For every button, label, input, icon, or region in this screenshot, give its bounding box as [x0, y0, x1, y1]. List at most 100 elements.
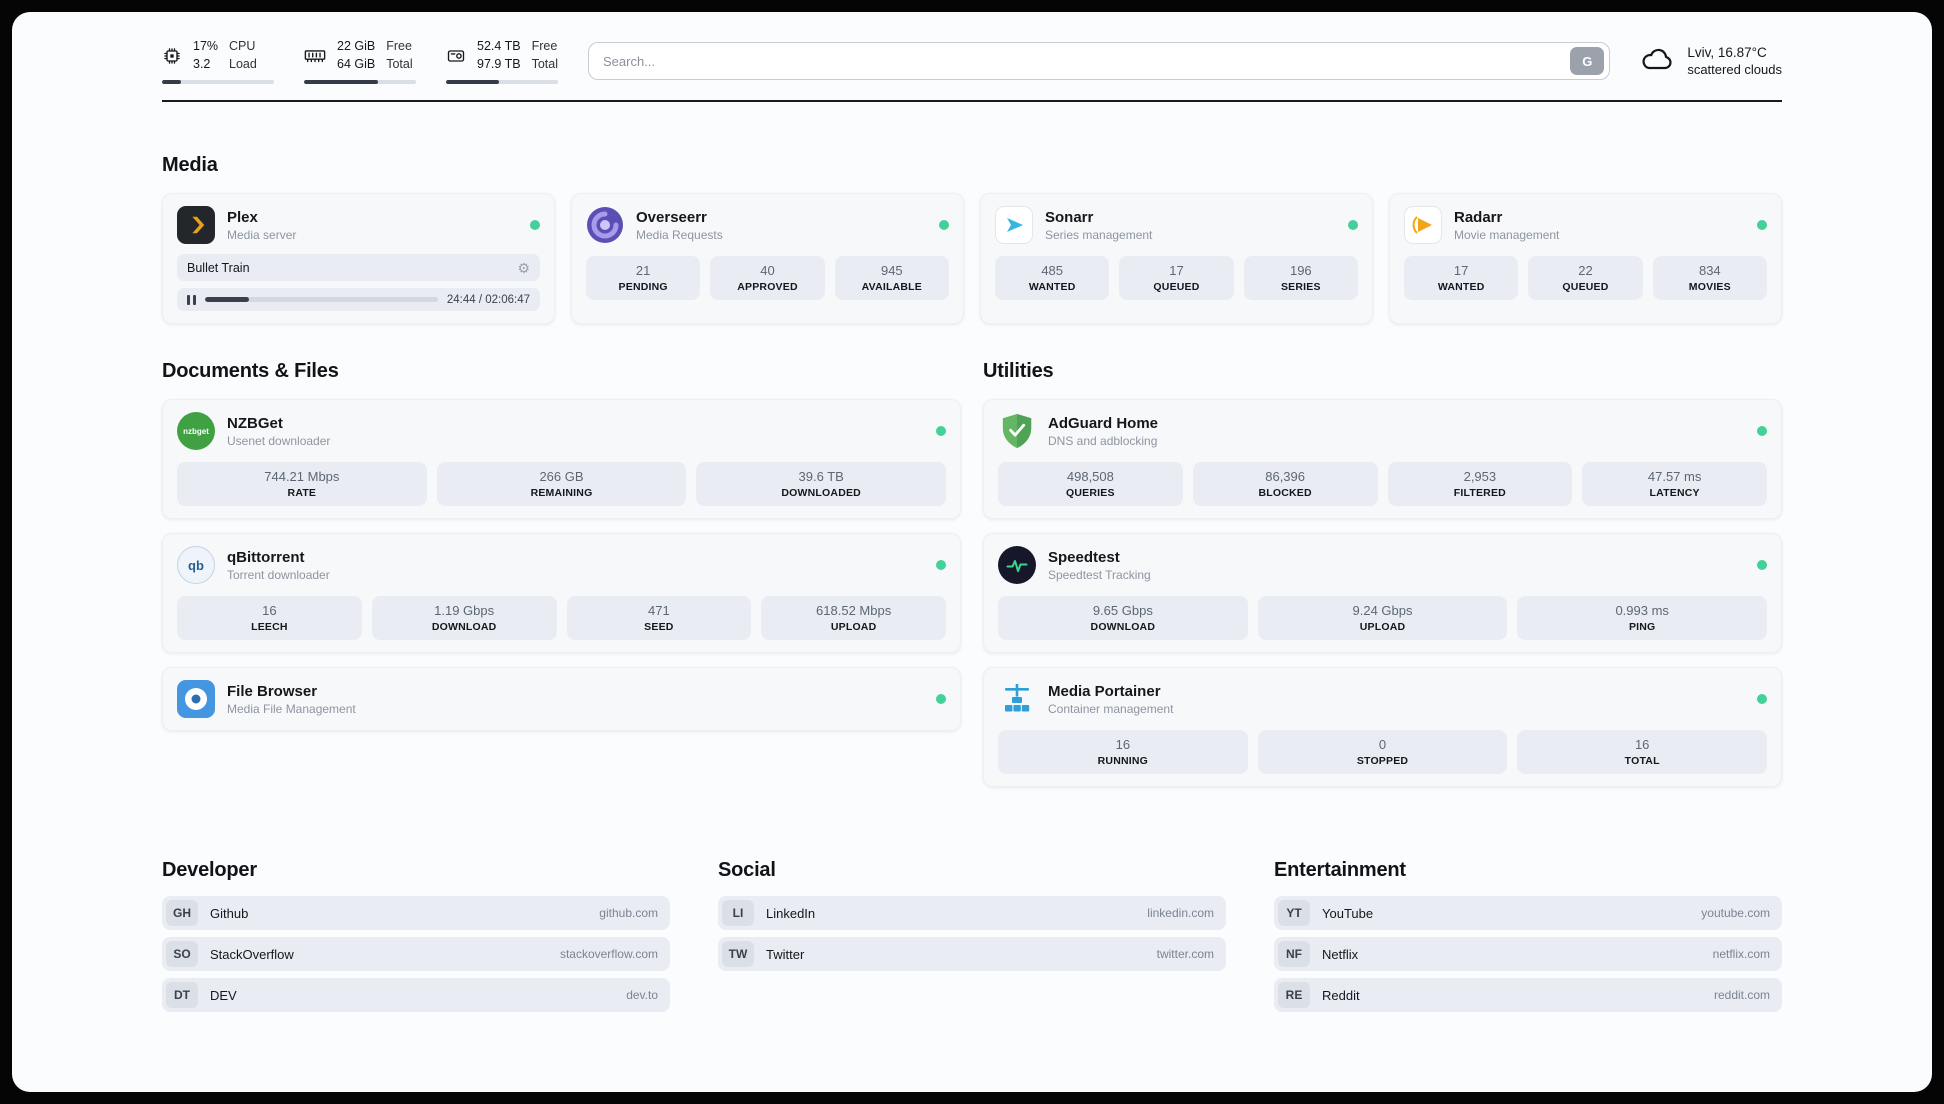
bookmark-url: stackoverflow.com [559, 947, 658, 961]
section-title-utilities: Utilities [983, 360, 1054, 382]
cpu-icon [162, 46, 182, 66]
stat-label: MOVIES [1688, 281, 1731, 293]
stat-label: PENDING [618, 281, 668, 293]
stat-value: 9.24 Gbps [1352, 603, 1413, 618]
cpu-load-value: 3.2 [193, 56, 211, 71]
stat-value: 0 [1378, 737, 1387, 752]
speedtest-icon[interactable] [998, 546, 1036, 584]
app-name: Plex [227, 208, 258, 226]
now-playing-row: Bullet Train ⚙ [177, 254, 540, 281]
bookmark-abbr: RE [1278, 982, 1310, 1008]
stat-value: 945 [880, 263, 903, 278]
bookmark-name: StackOverflow [210, 946, 294, 962]
system-monitors: 17% 3.2 CPU Load [162, 38, 558, 84]
bookmark-abbr: TW [722, 941, 754, 967]
bookmark-item[interactable]: GH Github github.com [162, 896, 670, 930]
app-card-qbittorrent: qb qBittorrent Torrent downloader 16 LEE… [162, 533, 961, 653]
storage-free-label: Free [531, 39, 558, 53]
playback-progress-bar[interactable] [204, 297, 438, 302]
radarr-icon[interactable] [1404, 206, 1442, 244]
portainer-icon[interactable] [998, 680, 1036, 718]
status-dot [936, 560, 946, 570]
qbittorrent-icon[interactable]: qb [177, 546, 215, 584]
stat-value: 17 [1169, 263, 1184, 278]
bookmark-url: github.com [599, 906, 658, 920]
stat-value: 47.57 ms [1647, 469, 1702, 484]
stat-box: 16 TOTAL [1517, 730, 1768, 774]
bookmark-item[interactable]: LI LinkedIn linkedin.com [718, 896, 1226, 930]
app-name: Sonarr [1045, 208, 1094, 226]
status-dot [1757, 560, 1767, 570]
stat-label: LATENCY [1649, 487, 1700, 499]
bookmark-abbr: NF [1278, 941, 1310, 967]
app-card-overseerr: Overseerr Media Requests 21 PENDING 40 A… [571, 193, 964, 324]
stats-row: 16 LEECH 1.19 Gbps DOWNLOAD 471 SEED 618… [177, 596, 946, 640]
gear-icon[interactable]: ⚙ [517, 259, 530, 276]
app-subtitle: Media Requests [636, 227, 723, 242]
stat-value: 17 [1453, 263, 1469, 278]
status-dot [1757, 220, 1767, 230]
storage-monitor: 52.4 TB 97.9 TB Free Total [446, 38, 558, 84]
status-dot [1757, 426, 1767, 436]
plex-icon[interactable] [177, 206, 215, 244]
bookmark-item[interactable]: SO StackOverflow stackoverflow.com [162, 937, 670, 971]
stat-label: UPLOAD [1359, 621, 1406, 633]
stat-value: 16 [1634, 737, 1650, 752]
stat-box: 39.6 TB DOWNLOADED [696, 462, 947, 506]
stat-value: 485 [1041, 263, 1064, 278]
sonarr-icon[interactable] [995, 206, 1033, 244]
stat-label: TOTAL [1624, 755, 1660, 767]
search-input[interactable] [603, 53, 1563, 69]
section-title-entertainment: Entertainment [1274, 859, 1406, 881]
weather-widget: Lviv, 16.87°C scattered clouds [1640, 45, 1782, 78]
adguard-icon[interactable] [998, 412, 1036, 450]
filebrowser-icon[interactable] [177, 680, 215, 718]
storage-progress-bar [446, 80, 558, 84]
bookmark-abbr: SO [166, 941, 198, 967]
stats-row: 744.21 Mbps RATE 266 GB REMAINING 39.6 T… [177, 462, 947, 506]
pause-icon[interactable] [187, 294, 196, 305]
app-subtitle: DNS and adblocking [1048, 433, 1158, 448]
now-playing-title: Bullet Train [187, 260, 250, 275]
status-dot [1348, 220, 1358, 230]
search-engine-button[interactable]: G [1570, 47, 1605, 75]
storage-free-value: 52.4 TB [477, 39, 521, 53]
weather-location: Lviv, 16.87°C [1687, 45, 1767, 60]
stat-label: DOWNLOAD [1090, 621, 1156, 633]
header-divider [162, 100, 1782, 102]
bookmark-group-entertainment: Entertainment YT YouTube youtube.com NF … [1274, 859, 1782, 1012]
app-card-nzbget: nzbget NZBGet Usenet downloader 744.21 M… [162, 399, 961, 519]
stat-box: 2,953 FILTERED [1387, 462, 1573, 506]
stat-box: 485 WANTED [995, 256, 1110, 300]
stat-label: SERIES [1280, 281, 1321, 293]
bookmark-abbr: YT [1278, 900, 1310, 926]
overseerr-icon[interactable] [586, 206, 624, 244]
bookmark-item[interactable]: DT DEV dev.to [162, 978, 670, 1012]
bookmark-url: netflix.com [1712, 947, 1770, 961]
hard-drive-icon [446, 46, 466, 66]
stat-label: QUEUED [1153, 281, 1200, 293]
bookmark-item[interactable]: NF Netflix netflix.com [1274, 937, 1782, 971]
app-name: qBittorrent [227, 548, 305, 566]
stat-box: 834 MOVIES [1652, 256, 1767, 300]
stat-box: 47.57 ms LATENCY [1582, 462, 1767, 506]
section-title-social: Social [718, 859, 776, 881]
weather-condition: scattered clouds [1687, 62, 1782, 77]
app-name: NZBGet [227, 414, 283, 432]
playback-time: 24:44 / 02:06:47 [446, 293, 530, 306]
bookmark-item[interactable]: RE Reddit reddit.com [1274, 978, 1782, 1012]
stat-box: 22 QUEUED [1528, 256, 1643, 300]
bookmark-item[interactable]: YT YouTube youtube.com [1274, 896, 1782, 930]
stat-box: 40 APPROVED [710, 256, 825, 300]
bookmark-url: youtube.com [1701, 906, 1770, 920]
stat-box: 16 LEECH [177, 596, 362, 640]
stat-label: WANTED [1437, 281, 1485, 293]
app-subtitle: Usenet downloader [227, 433, 331, 448]
stat-box: 9.24 Gbps UPLOAD [1257, 596, 1508, 640]
nzbget-icon[interactable]: nzbget [177, 412, 215, 450]
section-utilities: Utilities AdGuard Home [983, 360, 1782, 787]
bookmark-item[interactable]: TW Twitter twitter.com [718, 937, 1226, 971]
app-subtitle: Container management [1048, 701, 1174, 716]
app-name: AdGuard Home [1048, 414, 1159, 432]
bookmark-name: Twitter [766, 946, 805, 962]
